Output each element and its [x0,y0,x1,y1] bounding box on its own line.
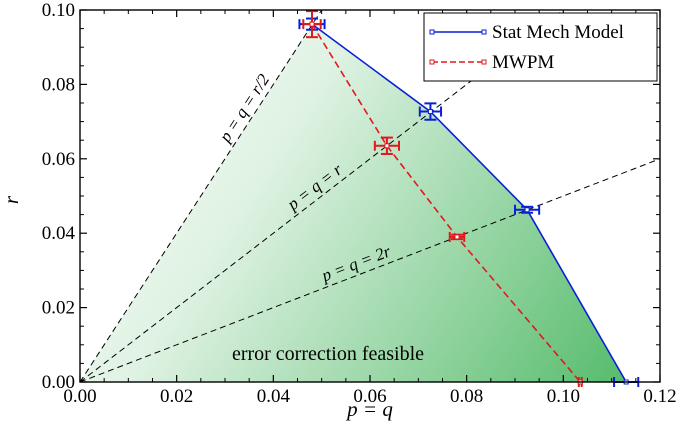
x-tick-label: 0.06 [353,386,386,407]
guide-line [80,10,564,382]
y-tick-label: 0.02 [42,298,75,319]
region-label: error correction feasible [232,343,424,365]
guide-lines [80,10,660,382]
y-tick-label: 0.08 [42,74,75,95]
y-tick-label: 0.10 [42,0,75,21]
data-series [298,10,640,387]
guide-line [80,10,323,382]
x-tick-label: 0.08 [450,386,483,407]
x-tick-label: 0.02 [160,386,193,407]
x-tick-label: 0.10 [547,386,580,407]
data-point [427,109,433,115]
data-point [384,143,390,149]
legend-swatch-marker [481,29,487,35]
legend-swatch-marker [429,29,435,35]
series-line [311,23,627,383]
legend-box [423,12,658,82]
guide-line [80,158,660,382]
x-axis-title: p = q [345,397,393,421]
legend-swatch-marker [481,59,487,65]
y-tick-label: 0.00 [42,372,75,393]
data-point [454,234,460,240]
x-tick-label: 0.12 [643,386,676,407]
y-tick-label: 0.06 [42,149,75,170]
y-axis-title: r [0,195,23,204]
data-point [524,207,530,213]
legend-label: Stat Mech Model [492,22,624,43]
y-tick-label: 0.04 [42,223,76,244]
x-tick-label: 0.00 [63,386,96,407]
axis-ticks: 0.00 0.02 0.04 0.06 0.08 0.10 0.12 0.00 0.02 0.04… [42,0,677,407]
legend: Stat Mech Model MWPM [423,12,658,82]
legend-swatch-marker [429,59,435,65]
x-tick-label: 0.04 [257,386,291,407]
feasible-region [80,24,627,383]
legend-label: MWPM [492,52,554,73]
data-point [309,21,315,27]
series-line [311,23,581,383]
